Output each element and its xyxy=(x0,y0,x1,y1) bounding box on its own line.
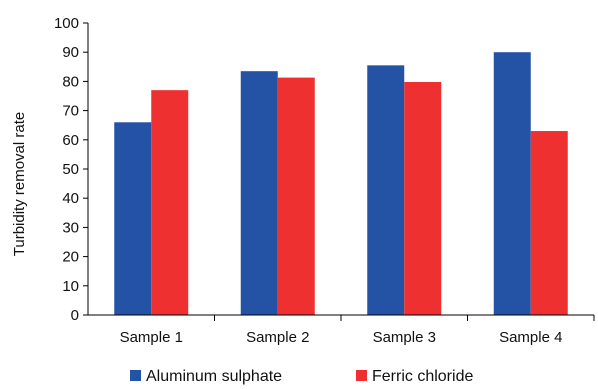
y-tick-label: 40 xyxy=(62,190,79,207)
y-tick-label: 100 xyxy=(54,15,79,32)
bars xyxy=(114,52,568,316)
legend-label-aluminum-sulphate: Aluminum sulphate xyxy=(146,368,282,385)
bar-aluminum-sulphate-4 xyxy=(493,52,531,315)
bar-ferric-chloride-4 xyxy=(530,131,568,315)
y-tick-label: 30 xyxy=(62,219,79,236)
bar-ferric-chloride-1 xyxy=(151,90,189,315)
legend-swatch-aluminum-sulphate xyxy=(130,370,141,381)
legend-swatch-ferric-chloride xyxy=(356,370,367,381)
legend: Aluminum sulphate Ferric chloride xyxy=(130,368,473,385)
y-tick-label: 20 xyxy=(62,249,79,266)
y-tick-label: 10 xyxy=(62,278,79,295)
y-tick-label: 80 xyxy=(62,73,79,90)
bar-ferric-chloride-2 xyxy=(277,77,315,315)
y-axis-ticks: 0 10 20 30 40 50 60 70 80 90 100 xyxy=(54,15,88,324)
bar-aluminum-sulphate-1 xyxy=(114,122,152,315)
x-tick-label: Sample 4 xyxy=(499,329,562,346)
x-tick-label: Sample 3 xyxy=(373,329,436,346)
bar-aluminum-sulphate-3 xyxy=(367,65,405,315)
y-axis-title: Turbidity removal rate xyxy=(11,112,28,257)
x-axis-ticks: Sample 1 Sample 2 Sample 3 Sample 4 xyxy=(120,315,595,346)
y-tick-label: 70 xyxy=(62,103,79,120)
y-tick-label: 60 xyxy=(62,132,79,149)
bar-aluminum-sulphate-2 xyxy=(240,71,278,316)
x-tick-label: Sample 1 xyxy=(120,329,183,346)
y-tick-label: 50 xyxy=(62,161,79,178)
x-tick-label: Sample 2 xyxy=(246,329,309,346)
y-tick-label: 0 xyxy=(71,307,79,324)
legend-label-ferric-chloride: Ferric chloride xyxy=(372,368,473,385)
y-tick-label: 90 xyxy=(62,44,79,61)
bar-ferric-chloride-3 xyxy=(404,81,442,315)
